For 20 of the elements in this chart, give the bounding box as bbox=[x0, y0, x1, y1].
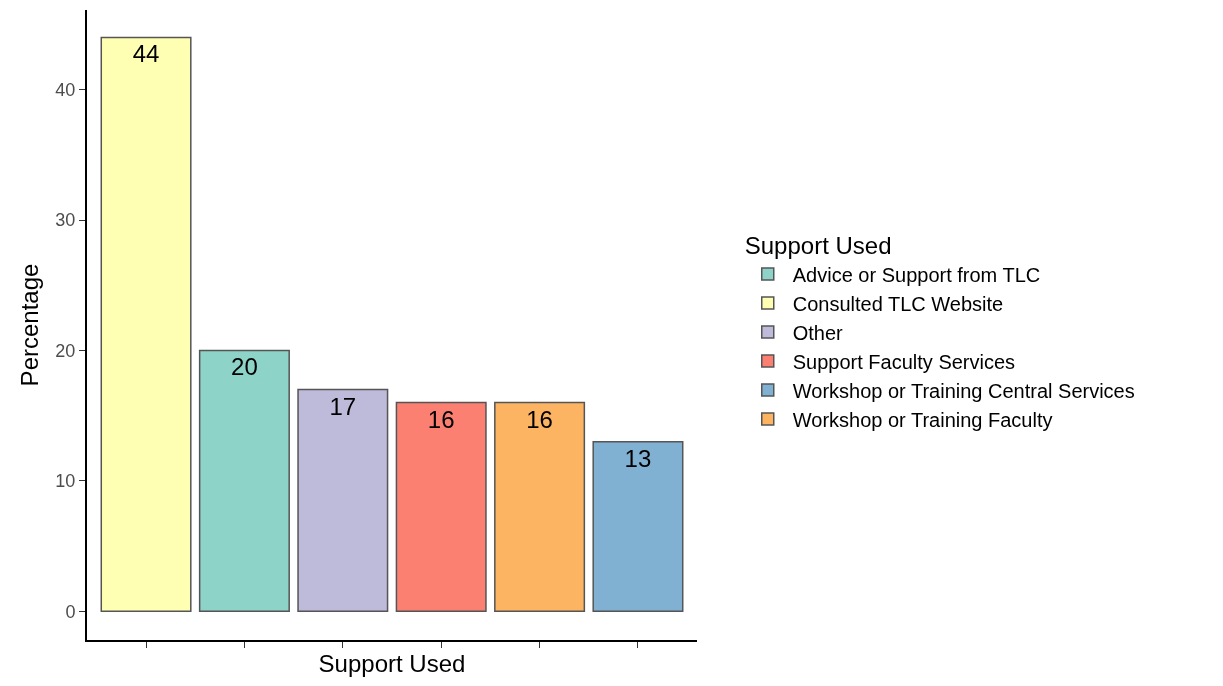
data-label: 13 bbox=[624, 444, 652, 472]
y-tick-label: 10 bbox=[55, 471, 76, 492]
legend-label: Consulted TLC Website bbox=[792, 292, 1004, 315]
data-label: 17 bbox=[329, 392, 357, 420]
legend-title: Support Used bbox=[744, 232, 892, 260]
data-label: 20 bbox=[231, 353, 258, 381]
data-label: 44 bbox=[132, 40, 160, 68]
y-tick-label: 40 bbox=[55, 79, 76, 100]
legend-label: Workshop or Training Central Services bbox=[792, 379, 1135, 402]
x-axis-title: Support Used bbox=[318, 649, 466, 677]
legend-label: Workshop or Training Faculty bbox=[792, 408, 1053, 431]
legend-label: Advice or Support from TLC bbox=[792, 263, 1041, 286]
legend-label: Support Faculty Services bbox=[792, 350, 1016, 373]
legend-label: Other bbox=[792, 321, 844, 344]
data-label: 16 bbox=[427, 405, 455, 433]
data-label: 16 bbox=[526, 405, 553, 433]
y-axis-title: Percentage bbox=[15, 263, 43, 387]
y-tick-label: 20 bbox=[55, 340, 76, 361]
y-tick-label: 30 bbox=[55, 210, 76, 231]
y-tick-label: 0 bbox=[65, 601, 76, 622]
